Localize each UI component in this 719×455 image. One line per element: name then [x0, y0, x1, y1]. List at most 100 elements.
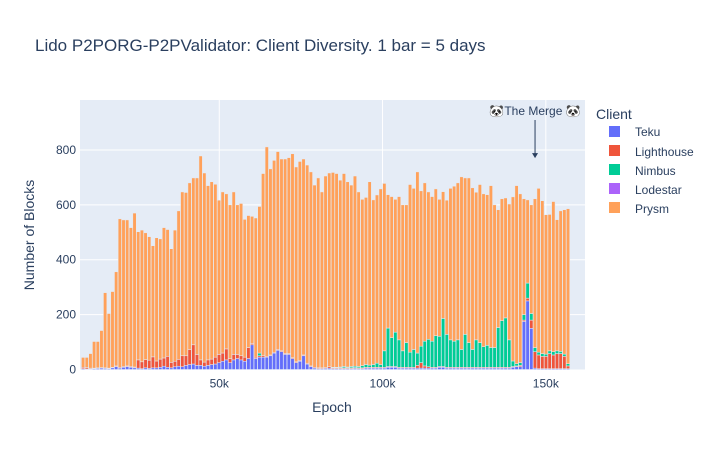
bar-prysm — [459, 176, 464, 350]
bar-prysm — [507, 203, 512, 341]
bar-prysm — [213, 184, 218, 358]
bar-lighthouse — [239, 355, 244, 361]
bar-prysm — [81, 357, 86, 368]
bar-prysm — [220, 191, 225, 354]
bar-lighthouse — [147, 359, 152, 369]
bar-nimbus — [499, 320, 504, 368]
bar-nimbus — [547, 350, 552, 354]
bar-nimbus — [382, 350, 387, 368]
bar-lighthouse — [150, 356, 155, 369]
bar-prysm — [264, 146, 269, 357]
bar-prysm — [169, 248, 174, 363]
bar-prysm — [499, 198, 504, 321]
bar-teku — [257, 356, 262, 370]
bar-lighthouse — [228, 358, 232, 363]
x-axis-title: Epoch — [312, 399, 352, 415]
bar-prysm — [448, 188, 453, 341]
bar-prysm — [161, 227, 166, 359]
bar-prysm — [319, 191, 324, 369]
legend-item-teku[interactable]: Teku — [609, 125, 660, 139]
bar-teku — [275, 350, 280, 370]
bar-teku — [521, 321, 526, 370]
bar-lighthouse — [176, 359, 181, 367]
chart-title: Lido P2PORG-P2PValidator: Client Diversi… — [35, 36, 486, 55]
bar-prysm — [353, 175, 357, 367]
bar-prysm — [99, 330, 104, 368]
bar-nimbus — [378, 364, 383, 368]
x-tick-label: 50k — [210, 377, 230, 391]
bar-prysm — [426, 191, 431, 340]
bar-teku — [246, 358, 251, 370]
bar-prysm — [246, 215, 251, 348]
bar-nimbus — [404, 342, 409, 368]
bar-nimbus — [518, 362, 523, 366]
legend-swatch — [609, 164, 620, 175]
bar-prysm — [525, 199, 530, 284]
bar-nimbus — [415, 352, 420, 366]
legend: Client Teku Lighthouse Nimbus Lodestar P… — [596, 106, 694, 216]
bar-prysm — [132, 212, 137, 368]
bar-teku — [191, 363, 196, 370]
bar-nimbus — [433, 335, 438, 368]
bar-teku — [514, 366, 519, 370]
bar-lighthouse — [547, 353, 552, 369]
bar-lighthouse — [562, 356, 567, 369]
bar-lighthouse — [220, 352, 225, 362]
bar-prysm — [397, 196, 401, 341]
y-axis: 0 200 400 600 800 Number of Blocks — [21, 143, 76, 377]
bar-prysm — [496, 209, 501, 328]
bar-lighthouse — [154, 360, 159, 369]
legend-swatch — [609, 202, 620, 213]
bar-teku — [158, 367, 163, 370]
bar-nimbus — [529, 313, 534, 321]
bar-prysm — [312, 184, 317, 368]
bar-prysm — [481, 193, 486, 347]
bar-prysm — [455, 182, 460, 341]
bar-prysm — [202, 172, 207, 363]
bar-nimbus — [400, 350, 405, 368]
bar-nimbus — [533, 347, 537, 352]
bar-prysm — [128, 227, 133, 367]
bar-teku — [253, 358, 258, 370]
bar-lighthouse — [529, 319, 534, 329]
bar-prysm — [419, 190, 424, 347]
bar-teku — [529, 328, 534, 370]
bar-teku — [128, 367, 133, 370]
bar-prysm — [139, 229, 144, 363]
y-tick-label: 600 — [56, 198, 76, 212]
bar-prysm — [154, 237, 159, 362]
bar-lighthouse — [419, 362, 424, 369]
bar-prysm — [334, 173, 339, 368]
y-tick-label: 0 — [69, 363, 76, 377]
bar-prysm — [514, 185, 519, 364]
bar-nimbus — [437, 336, 442, 367]
bar-teku — [301, 355, 306, 370]
legend-item-nimbus[interactable]: Nimbus — [609, 164, 676, 178]
bar-lighthouse — [555, 353, 559, 369]
bar-teku — [297, 361, 302, 370]
legend-item-lighthouse[interactable]: Lighthouse — [609, 145, 694, 159]
legend-item-prysm[interactable]: Prysm — [609, 202, 669, 216]
bar-teku — [283, 354, 288, 370]
y-tick-label: 200 — [56, 308, 76, 322]
bar-prysm — [198, 155, 203, 361]
bar-lighthouse — [195, 354, 199, 366]
bar-lighthouse — [158, 358, 163, 368]
bar-lighthouse — [206, 359, 210, 366]
bar-nimbus — [419, 345, 424, 363]
bar-prysm — [382, 183, 387, 352]
bar-teku — [198, 365, 203, 370]
bar-teku — [187, 364, 192, 370]
bar-prysm — [253, 217, 258, 358]
bar-prysm — [327, 172, 332, 368]
legend-item-lodestar[interactable]: Lodestar — [609, 183, 682, 197]
bar-prysm — [521, 198, 526, 315]
bar-nimbus — [448, 339, 453, 368]
bar-prysm — [158, 238, 163, 360]
bar-teku — [261, 356, 266, 370]
legend-swatch — [609, 145, 620, 156]
bar-prysm — [400, 204, 405, 352]
bar-nimbus — [521, 314, 526, 321]
bar-lighthouse — [209, 358, 214, 365]
